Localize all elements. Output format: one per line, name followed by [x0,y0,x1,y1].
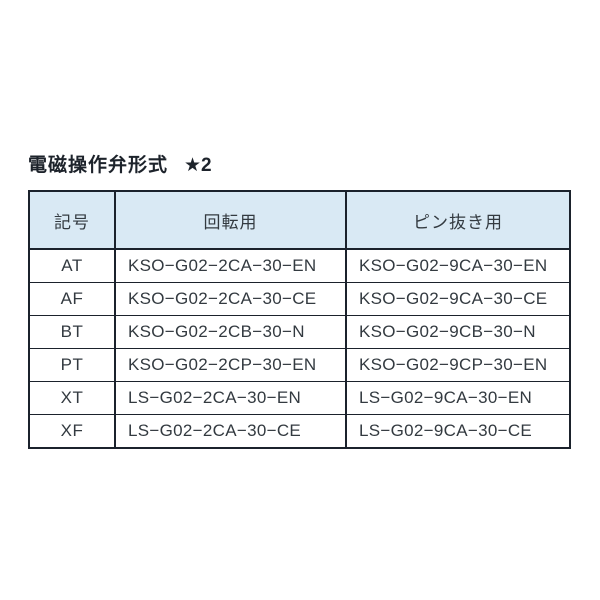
page-title-text: 電磁操作弁形式 [28,155,169,176]
pin-removal-model-cell: KSO−G02−9CA−30−CE [345,282,571,316]
rotation-model-cell: KSO−G02−2CA−30−CE [114,282,347,316]
header-row: 記号 回転用 ピン抜き用 [28,191,571,250]
pin-removal-model-cell: KSO−G02−9CA−30−EN [345,249,571,283]
rotation-model-cell: KSO−G02−2CA−30−EN [114,249,347,283]
symbol-cell: PT [28,348,116,382]
symbol-cell: XT [28,381,116,415]
symbol-cell: AF [28,282,116,316]
symbol-cell: XF [28,414,116,448]
table-row: AF KSO−G02−2CA−30−CE KSO−G02−9CA−30−CE [28,282,571,316]
content-block: 電磁操作弁形式 ★2 記号 回転用 ピン抜き用 AT KSO−G02−2CA−30… [28,150,571,449]
symbol-cell: AT [28,249,116,283]
table-row: XT LS−G02−2CA−30−EN LS−G02−9CA−30−EN [28,381,571,415]
col-header-rotation: 回転用 [114,191,347,250]
col-header-pin-removal: ピン抜き用 [345,191,571,250]
rotation-model-cell: KSO−G02−2CP−30−EN [114,348,347,382]
table-row: BT KSO−G02−2CB−30−N KSO−G02−9CB−30−N [28,315,571,349]
table-header: 記号 回転用 ピン抜き用 [28,191,571,250]
symbol-cell: BT [28,315,116,349]
title-star-mark: ★2 [184,155,212,176]
rotation-model-cell: LS−G02−2CA−30−EN [114,381,347,415]
table-row: AT KSO−G02−2CA−30−EN KSO−G02−9CA−30−EN [28,249,571,283]
table-row: PT KSO−G02−2CP−30−EN KSO−G02−9CP−30−EN [28,348,571,382]
rotation-model-cell: KSO−G02−2CB−30−N [114,315,347,349]
pin-removal-model-cell: LS−G02−9CA−30−EN [345,381,571,415]
rotation-model-cell: LS−G02−2CA−30−CE [114,414,347,448]
pin-removal-model-cell: KSO−G02−9CP−30−EN [345,348,571,382]
page-title: 電磁操作弁形式 ★2 [28,150,569,177]
pin-removal-model-cell: KSO−G02−9CB−30−N [345,315,571,349]
table-body: AT KSO−G02−2CA−30−EN KSO−G02−9CA−30−EN A… [28,249,571,448]
col-header-symbol: 記号 [28,191,116,250]
solenoid-valve-model-table: 記号 回転用 ピン抜き用 AT KSO−G02−2CA−30−EN KSO−G0… [28,190,571,449]
table-row: XF LS−G02−2CA−30−CE LS−G02−9CA−30−CE [28,414,571,448]
pin-removal-model-cell: LS−G02−9CA−30−CE [345,414,571,448]
